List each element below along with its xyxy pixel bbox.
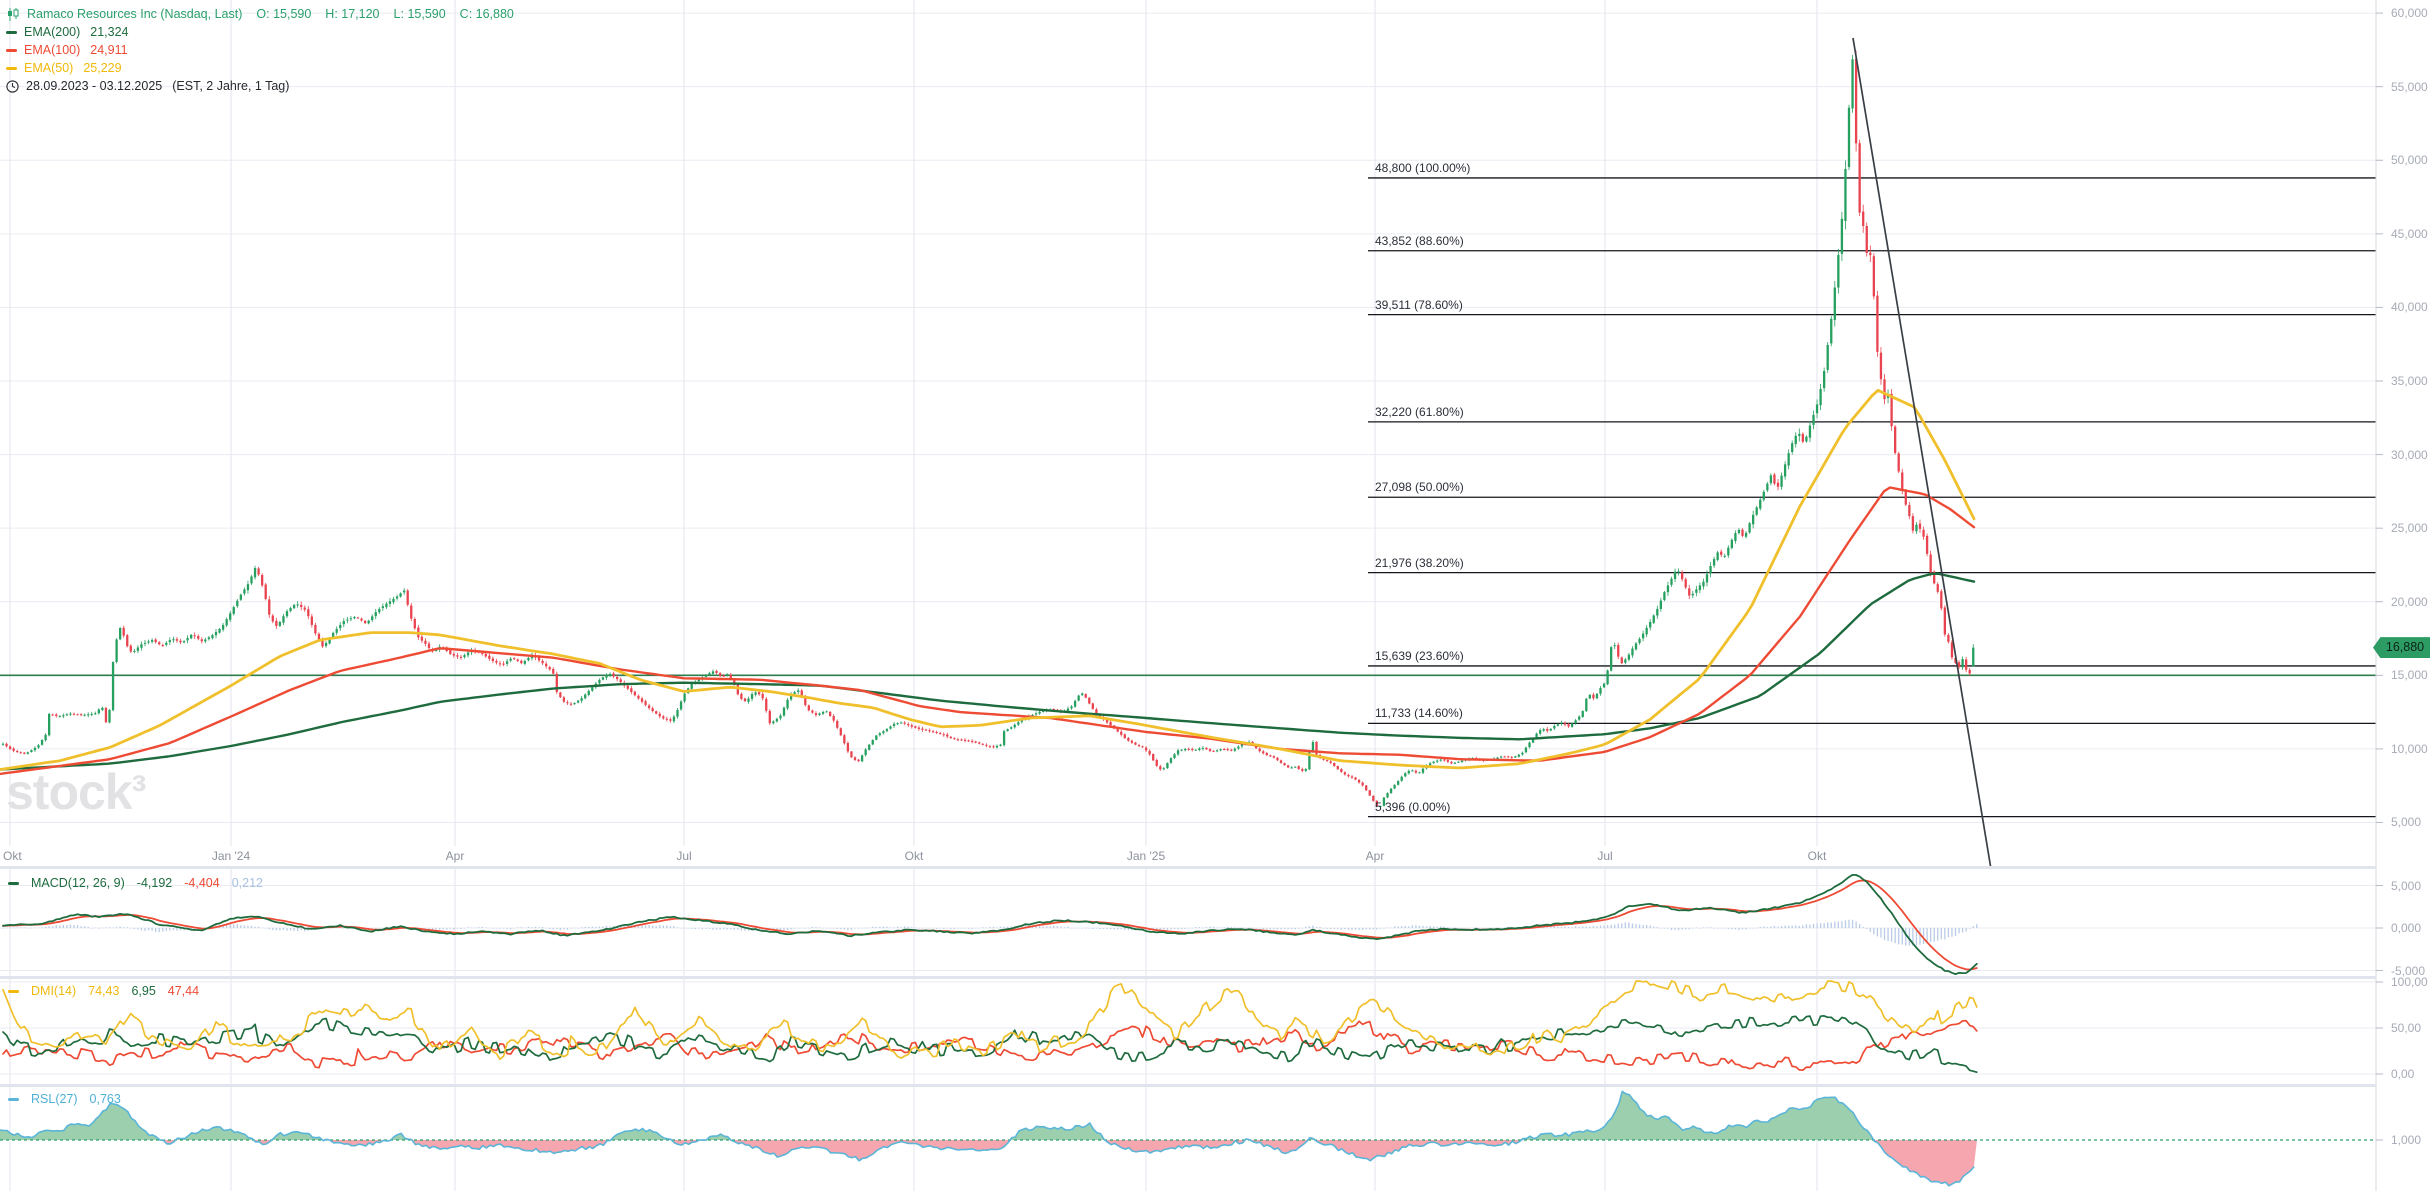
macd-signal-line[interactable] bbox=[2, 879, 1978, 971]
trend-line[interactable] bbox=[1852, 37, 1992, 870]
panel-separator[interactable] bbox=[0, 976, 2376, 979]
macd-tick-label: 5,000 bbox=[2391, 878, 2422, 893]
macd-legend[interactable]: MACD(12, 26, 9) -4,192 -4,404 0,212 bbox=[8, 876, 275, 890]
dmi-legend[interactable]: DMI(14) 74,43 6,95 47,44 bbox=[8, 984, 211, 998]
ema200-line[interactable] bbox=[0, 572, 1976, 771]
rsl-area-above bbox=[0, 1091, 1977, 1140]
ema50-line-icon bbox=[6, 66, 17, 70]
fib-level-label: 43,852 (88.60%) bbox=[1375, 233, 1464, 248]
dmi-tick-label: 100,00 bbox=[2391, 975, 2428, 989]
x-axis-tick-label: Apr bbox=[445, 849, 465, 863]
rsl-label: RSL(27) bbox=[31, 1092, 78, 1106]
macd-label: MACD(12, 26, 9) bbox=[31, 876, 125, 890]
ema100-line[interactable] bbox=[0, 486, 1976, 776]
y-axis-tick-label: 30,000 bbox=[2391, 447, 2428, 462]
ema200-value: 21,324 bbox=[90, 25, 129, 39]
dmi-tick-label: 0,00 bbox=[2391, 1067, 2415, 1081]
y-axis-tick-label: 45,000 bbox=[2391, 226, 2428, 241]
fib-level-label: 21,976 (38.20%) bbox=[1375, 555, 1464, 570]
macd-tick-label: 0,000 bbox=[2391, 921, 2422, 935]
instrument-title: Ramaco Resources Inc (Nasdaq, Last) bbox=[27, 7, 243, 21]
legend-row-ema200[interactable]: EMA(200) 21,324 bbox=[6, 23, 514, 41]
ema100-value: 24,911 bbox=[90, 43, 128, 57]
y-axis-tick-label: 60,000 bbox=[2391, 6, 2428, 21]
macd-panel bbox=[2, 874, 1978, 975]
dmi-adx-line[interactable] bbox=[2, 980, 1978, 1061]
candlestick-icon bbox=[8, 7, 19, 21]
rsl-line[interactable] bbox=[0, 1090, 1975, 1187]
fib-level-label: 32,220 (61.80%) bbox=[1375, 404, 1464, 419]
y-axis-tick-label: 55,000 bbox=[2391, 79, 2428, 94]
dmi-minus-di-value: 47,44 bbox=[167, 984, 200, 998]
ema200-line-icon bbox=[6, 30, 17, 34]
chart-legend: Ramaco Resources Inc (Nasdaq, Last) O: 1… bbox=[6, 5, 514, 95]
legend-row-ema100[interactable]: EMA(100) 24,911 bbox=[6, 41, 514, 59]
x-axis-tick-label: Jul bbox=[1597, 849, 1613, 863]
fib-level-label: 5,396 (0.00%) bbox=[1375, 799, 1451, 814]
y-axis-tick-label: 15,000 bbox=[2391, 668, 2428, 683]
x-axis-tick-label: Apr bbox=[1365, 849, 1385, 863]
y-axis-tick-label: 25,000 bbox=[2391, 521, 2428, 536]
fib-level-label: 48,800 (100.00%) bbox=[1375, 160, 1471, 175]
y-axis-tick-label: 20,000 bbox=[2391, 594, 2428, 609]
rsl-value: 0,763 bbox=[89, 1092, 121, 1106]
date-axis[interactable] bbox=[0, 846, 2376, 866]
macd-line-icon bbox=[8, 881, 19, 885]
dmi-plus-di-value: 6,95 bbox=[131, 984, 156, 998]
y-axis-tick-label: 50,000 bbox=[2391, 153, 2428, 168]
ema50-label: EMA(50) bbox=[24, 61, 74, 75]
ema200-label: EMA(200) bbox=[24, 25, 81, 39]
fib-level-label: 27,098 (50.00%) bbox=[1375, 480, 1464, 495]
y-axis-tick-label: 10,000 bbox=[2391, 741, 2428, 756]
y-axis-tick-label: 40,000 bbox=[2391, 300, 2428, 315]
y-axis-tick-label: 5,000 bbox=[2391, 815, 2422, 830]
clock-icon bbox=[6, 79, 19, 93]
fib-level-label: 15,639 (23.60%) bbox=[1375, 648, 1464, 663]
rsl-line-icon bbox=[8, 1097, 19, 1101]
rsl-panel bbox=[0, 1090, 2376, 1187]
last-price-badge[interactable]: 16,880 bbox=[2373, 637, 2430, 659]
legend-row-ema50[interactable]: EMA(50) 25,229 bbox=[6, 59, 514, 77]
rsl-tick-label: 1,000 bbox=[2391, 1133, 2422, 1147]
ema100-label: EMA(100) bbox=[24, 43, 81, 57]
x-axis-tick-label: Okt bbox=[904, 849, 924, 863]
dmi-tick-label: 50,00 bbox=[2391, 1021, 2422, 1035]
dmi-line-icon bbox=[8, 989, 19, 993]
macd-line[interactable] bbox=[2, 874, 1978, 975]
x-axis-tick-label: Okt bbox=[1807, 849, 1827, 863]
dmi-plus-di-line[interactable] bbox=[2, 1015, 1978, 1074]
date-range-row[interactable]: 28.09.2023 - 03.12.2025 (EST, 2 Jahre, 1… bbox=[6, 77, 514, 95]
fib-level-label: 11,733 (14.60%) bbox=[1375, 706, 1463, 721]
panel-separator[interactable] bbox=[0, 1084, 2376, 1087]
instrument-row[interactable]: Ramaco Resources Inc (Nasdaq, Last) O: 1… bbox=[6, 5, 514, 23]
panel-separator[interactable] bbox=[0, 866, 2376, 869]
candle-series bbox=[1, 50, 1975, 807]
x-axis-tick-label: Jul bbox=[676, 849, 692, 863]
ohlc-low: L: 15,590 bbox=[393, 7, 446, 21]
ema100-line-icon bbox=[6, 48, 17, 52]
ema50-value: 25,229 bbox=[83, 61, 122, 75]
macd-tick-label: -5,000 bbox=[2391, 963, 2426, 978]
fib-level-label: 39,511 (78.60%) bbox=[1375, 297, 1463, 312]
dmi-adx-value: 74,43 bbox=[88, 984, 120, 998]
dmi-panel bbox=[2, 980, 1978, 1074]
macd-value: -4,192 bbox=[136, 876, 173, 890]
ohlc-close: C: 16,880 bbox=[459, 7, 514, 21]
date-range-settings: (EST, 2 Jahre, 1 Tag) bbox=[172, 79, 290, 93]
ohlc-open: O: 15,590 bbox=[256, 7, 312, 21]
rsl-legend[interactable]: RSL(27) 0,763 bbox=[8, 1092, 133, 1106]
date-range: 28.09.2023 - 03.12.2025 bbox=[26, 79, 163, 93]
dmi-label: DMI(14) bbox=[31, 984, 77, 998]
x-axis-tick-label: Jan '25 bbox=[1126, 849, 1166, 863]
y-axis-tick-label: 35,000 bbox=[2391, 374, 2428, 388]
stock3-watermark: stockɜ bbox=[6, 764, 147, 820]
macd-hist-value: 0,212 bbox=[231, 876, 263, 890]
x-axis-tick-label: Okt bbox=[3, 849, 22, 863]
ohlc-high: H: 17,120 bbox=[325, 7, 380, 21]
x-axis-tick-label: Jan '24 bbox=[211, 849, 251, 863]
macd-signal-value: -4,404 bbox=[184, 876, 220, 890]
ema50-line[interactable] bbox=[0, 388, 1976, 771]
